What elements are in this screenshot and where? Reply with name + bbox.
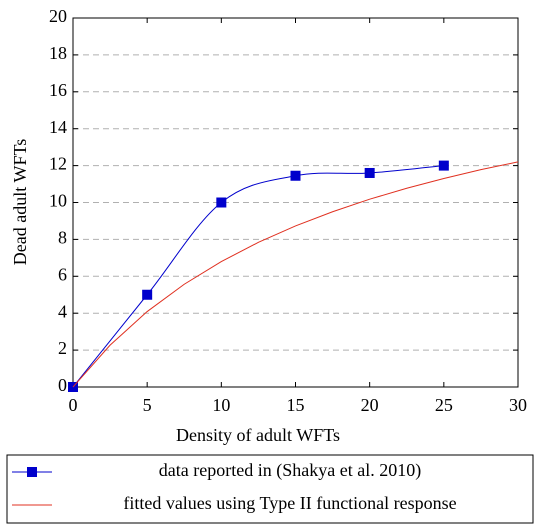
data-point — [438, 160, 449, 171]
x-tick-label: 0 — [69, 395, 78, 415]
y-tick-label: 20 — [49, 6, 67, 26]
x-tick-label: 30 — [509, 395, 527, 415]
y-tick-label: 14 — [49, 117, 67, 137]
y-tick-label: 0 — [58, 375, 67, 395]
x-tick-label: 10 — [212, 395, 230, 415]
x-tick-label: 25 — [435, 395, 453, 415]
x-tick-label: 15 — [287, 395, 305, 415]
data-point — [216, 197, 227, 208]
y-tick-label: 4 — [58, 301, 67, 321]
plot-frame — [72, 17, 519, 388]
data-point — [142, 289, 153, 300]
y-tick-label: 2 — [58, 338, 67, 358]
legend-marker — [27, 467, 37, 477]
data-point — [290, 170, 301, 181]
y-tick-label: 10 — [49, 191, 67, 211]
legend-label: data reported in (Shakya et al. 2010) — [159, 460, 421, 481]
x-tick-label: 20 — [361, 395, 379, 415]
y-tick-label: 18 — [49, 43, 67, 63]
x-tick-label: 5 — [143, 395, 152, 415]
y-tick-label: 12 — [49, 154, 67, 174]
series-line — [72, 161, 519, 388]
x-axis-label: Density of adult WFTs — [176, 425, 340, 445]
y-tick-label: 16 — [49, 80, 67, 100]
y-axis-label: Dead adult WFTs — [10, 139, 30, 265]
data-point — [364, 167, 375, 178]
y-tick-label: 6 — [58, 264, 67, 284]
legend-label: fitted values using Type II functional r… — [123, 493, 456, 513]
y-tick-label: 8 — [58, 228, 67, 248]
legend-box — [6, 454, 534, 524]
